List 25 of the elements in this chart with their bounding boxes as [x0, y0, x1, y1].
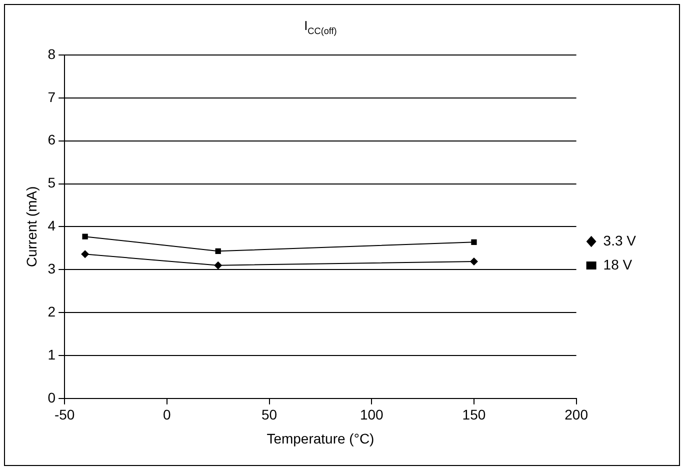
y-tick-label: 5	[48, 174, 56, 191]
y-tick-label: 8	[48, 46, 56, 62]
x-tick-label: -50	[54, 406, 75, 423]
y-tick-label: 0	[48, 389, 56, 406]
legend-label: 18 V	[603, 256, 633, 272]
x-tick-label: 0	[163, 406, 172, 423]
x-tick-label: 200	[564, 406, 588, 423]
y-tick-label: 4	[48, 218, 56, 234]
point	[471, 239, 477, 245]
y-axis-title: Current (mA)	[23, 186, 40, 268]
y-tick-label: 2	[48, 303, 56, 320]
point	[215, 248, 221, 254]
legend-label: 3.3 V	[603, 232, 637, 248]
point	[82, 234, 88, 240]
point	[470, 257, 478, 266]
y-tick-label: 1	[48, 346, 56, 362]
x-axis-title: Temperature (°C)	[266, 430, 374, 446]
point	[81, 250, 90, 258]
x-tick-label: 50	[261, 406, 278, 423]
y-tick-label: 7	[48, 88, 56, 105]
x-tick-label: 150	[462, 406, 486, 423]
y-tick-label: 6	[48, 132, 56, 148]
point	[214, 261, 222, 270]
y-tick-label: 3	[48, 260, 56, 276]
x-tick-label: 100	[360, 406, 384, 423]
